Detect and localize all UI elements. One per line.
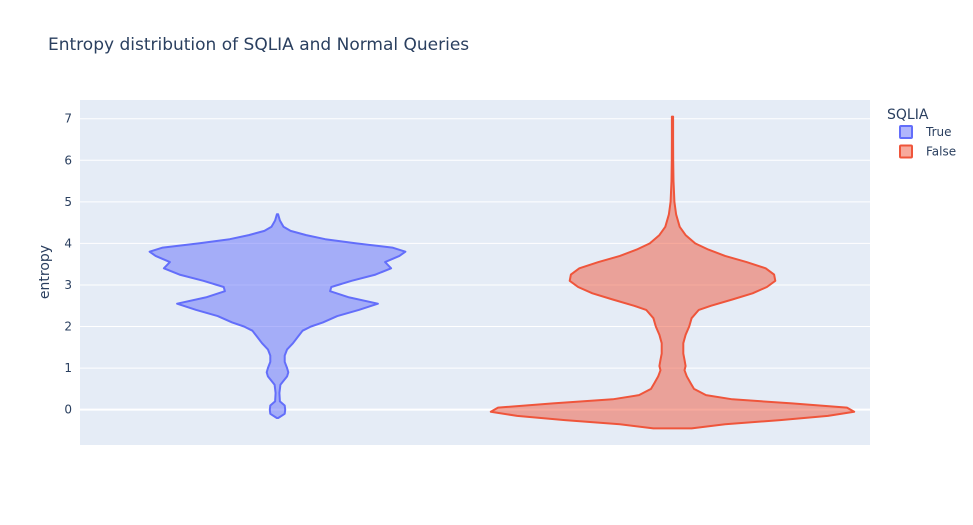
violin-true[interactable]	[148, 213, 407, 419]
y-tick-label: 7	[64, 112, 72, 126]
y-tick-label: 4	[64, 236, 72, 250]
legend-swatch-true[interactable]	[899, 125, 913, 139]
y-tick-labels: 0 1 2 3 4 5 6 7	[64, 112, 72, 417]
y-axis-title: entropy	[37, 245, 53, 299]
violin-false[interactable]	[489, 115, 856, 430]
y-tick-label: 3	[64, 278, 72, 292]
y-tick-label: 2	[64, 320, 72, 334]
legend-swatch-false[interactable]	[899, 144, 913, 159]
legend[interactable]: True False	[899, 125, 956, 159]
violins	[148, 115, 856, 430]
y-tick-label: 1	[64, 361, 72, 375]
chart-title: Entropy distribution of SQLIA and Normal…	[48, 35, 469, 55]
legend-label-false[interactable]: False	[926, 145, 956, 159]
y-tick-label: 0	[64, 403, 72, 417]
legend-title: SQLIA	[887, 107, 929, 123]
y-tick-label: 6	[64, 153, 72, 167]
legend-label-true[interactable]: True	[925, 125, 952, 139]
y-tick-label: 5	[64, 195, 72, 209]
